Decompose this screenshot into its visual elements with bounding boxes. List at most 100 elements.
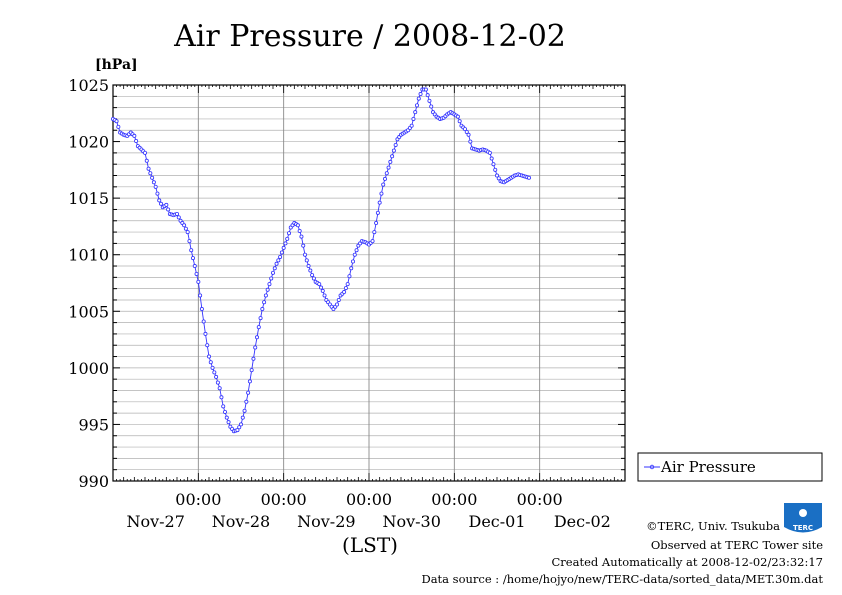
data-point (134, 139, 139, 144)
data-point (384, 171, 389, 176)
series-line (112, 89, 530, 432)
data-point (372, 230, 377, 235)
data-point (416, 96, 421, 101)
data-point (166, 207, 171, 212)
x-day-label: Nov-27 (126, 512, 184, 531)
data-point (455, 114, 460, 119)
legend-box (637, 452, 823, 482)
data-point (306, 264, 311, 269)
data-point (258, 316, 263, 321)
data-point (221, 404, 226, 409)
data-point (238, 422, 243, 427)
data-point (409, 123, 414, 128)
logo-drop-icon (799, 509, 807, 517)
data-point (116, 124, 121, 129)
data-point (297, 228, 302, 233)
y-tick-label: 1000 (68, 359, 109, 378)
data-point (269, 276, 274, 281)
chart-title: Air Pressure / 2008-12-02 (173, 19, 566, 54)
data-point (205, 343, 210, 348)
data-point (279, 250, 284, 255)
data-point (260, 307, 265, 312)
y-tick-label: 1015 (68, 189, 109, 208)
data-point (212, 370, 217, 375)
data-point (354, 248, 359, 253)
y-tick-label: 1005 (68, 302, 109, 321)
data-point (151, 180, 156, 185)
data-point (144, 158, 149, 163)
data-point (278, 254, 283, 259)
data-point (370, 239, 375, 244)
data-point (217, 386, 222, 391)
data-point (336, 297, 341, 302)
grid (113, 85, 625, 481)
y-axis: 990 995 1000 1005 1010 1015 1020 1025 (68, 76, 625, 491)
data-point (334, 302, 339, 307)
data-point (189, 248, 194, 253)
legend-label-air-pressure: Air Pressure (660, 458, 756, 476)
data-point (206, 354, 211, 359)
data-point (427, 98, 432, 103)
data-point (251, 356, 256, 361)
data-point (311, 276, 316, 281)
data-point (253, 345, 258, 350)
y-tick-label: 990 (78, 472, 109, 491)
data-point (153, 184, 158, 189)
data-point (185, 230, 190, 235)
data-point (247, 379, 252, 384)
data-point (242, 408, 247, 413)
x-time-label: 00:00 (517, 490, 563, 509)
data-point (187, 239, 192, 244)
data-point (425, 93, 430, 98)
data-point (310, 273, 315, 278)
data-point (382, 176, 387, 181)
data-point (295, 223, 300, 228)
data-point (210, 365, 215, 370)
data-point (388, 159, 393, 164)
data-point (192, 264, 197, 269)
series-air-pressure (111, 87, 532, 434)
logo-text: TERC (793, 524, 813, 532)
data-point (196, 279, 201, 284)
legend-marker-swatch (649, 464, 655, 470)
data-point (237, 425, 242, 430)
data-point (272, 266, 277, 271)
data-point (114, 119, 119, 124)
y-tick-label: 1025 (68, 76, 109, 95)
data-point (190, 256, 195, 261)
data-point (267, 282, 272, 287)
data-point (393, 142, 398, 147)
data-point (194, 271, 199, 276)
data-point (214, 374, 219, 379)
data-point (224, 415, 229, 420)
data-point (132, 133, 137, 138)
data-point (375, 210, 380, 215)
data-point (222, 409, 227, 414)
data-point (308, 268, 313, 273)
data-point (150, 175, 155, 180)
data-point (493, 167, 498, 172)
data-point (317, 282, 322, 287)
data-point (244, 399, 249, 404)
data-point (276, 258, 281, 263)
data-point (201, 319, 206, 324)
credit-created: Created Automatically at 2008-12-02/23:3… (552, 555, 824, 569)
x-time-label: 00:00 (346, 490, 392, 509)
data-point (254, 335, 259, 340)
data-point (263, 293, 268, 298)
data-point (155, 191, 160, 196)
data-point (182, 223, 187, 228)
data-point (468, 139, 473, 144)
data-point (322, 293, 327, 298)
data-point (466, 132, 471, 137)
x-axis: 00:00 00:00 00:00 00:00 00:00 Nov-27 Nov-28 Nov… (112, 85, 626, 531)
data-point (487, 150, 492, 155)
y-tick-label: 1020 (68, 133, 109, 152)
y-tick-label: 995 (78, 415, 109, 434)
data-point (464, 129, 469, 134)
data-point (235, 428, 240, 433)
data-point (219, 395, 224, 400)
data-point (350, 259, 355, 264)
data-point (423, 87, 428, 92)
data-point (411, 116, 416, 121)
